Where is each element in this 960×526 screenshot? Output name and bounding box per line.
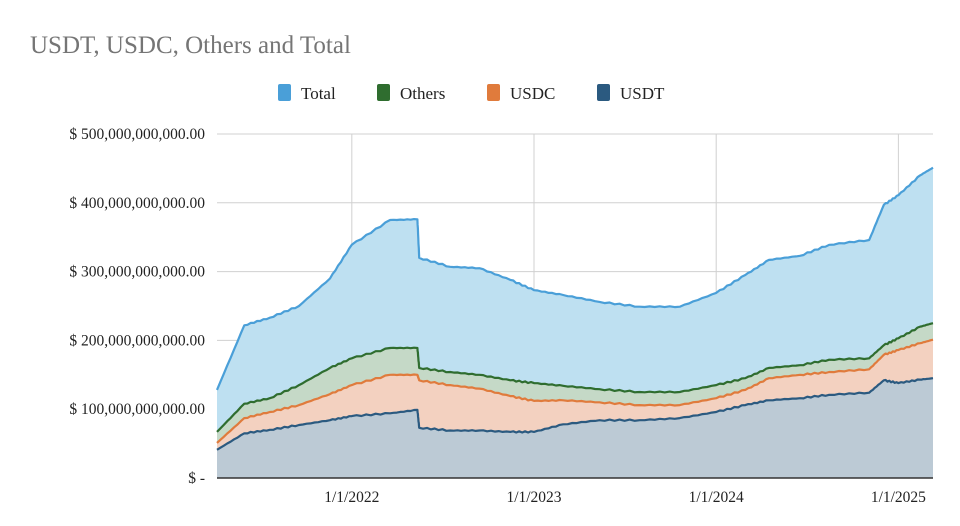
series-lines bbox=[215, 166, 934, 451]
legend-swatch bbox=[377, 84, 390, 101]
x-tick-label: 1/1/2024 bbox=[689, 489, 744, 506]
legend-swatch bbox=[487, 84, 500, 101]
legend-item-usdt: USDT bbox=[597, 84, 665, 103]
y-tick-label: $ 100,000,000,000.00 bbox=[69, 401, 205, 418]
y-tick-label: $ 400,000,000,000.00 bbox=[69, 195, 205, 212]
y-tick-label: $ 200,000,000,000.00 bbox=[69, 332, 205, 349]
x-axis-ticks: 1/1/2022 1/1/2023 1/1/2024 1/1/2025 bbox=[324, 489, 926, 506]
y-axis-ticks: $ - $ 100,000,000,000.00 $ 200,000,000,000… bbox=[69, 126, 205, 487]
legend-label: Total bbox=[301, 84, 336, 103]
legend-label: USDC bbox=[510, 84, 555, 103]
legend-item-usdc: USDC bbox=[487, 84, 555, 103]
legend-item-others: Others bbox=[377, 84, 445, 103]
chart-title: USDT, USDC, Others and Total bbox=[30, 32, 351, 59]
legend-label: Others bbox=[400, 84, 445, 103]
legend-swatch bbox=[278, 84, 291, 101]
series-areas bbox=[217, 167, 933, 478]
legend-label: USDT bbox=[620, 84, 665, 103]
x-tick-label: 1/1/2023 bbox=[506, 489, 561, 506]
y-tick-label: $ - bbox=[188, 470, 205, 487]
x-tick-label: 1/1/2022 bbox=[324, 489, 379, 506]
y-tick-label: $ 300,000,000,000.00 bbox=[69, 264, 205, 281]
legend-item-total: Total bbox=[278, 84, 336, 103]
legend: Total Others USDC USDT bbox=[278, 84, 665, 103]
x-tick-label: 1/1/2025 bbox=[871, 489, 926, 506]
legend-swatch bbox=[597, 84, 610, 101]
y-tick-label: $ 500,000,000,000.00 bbox=[69, 126, 205, 143]
